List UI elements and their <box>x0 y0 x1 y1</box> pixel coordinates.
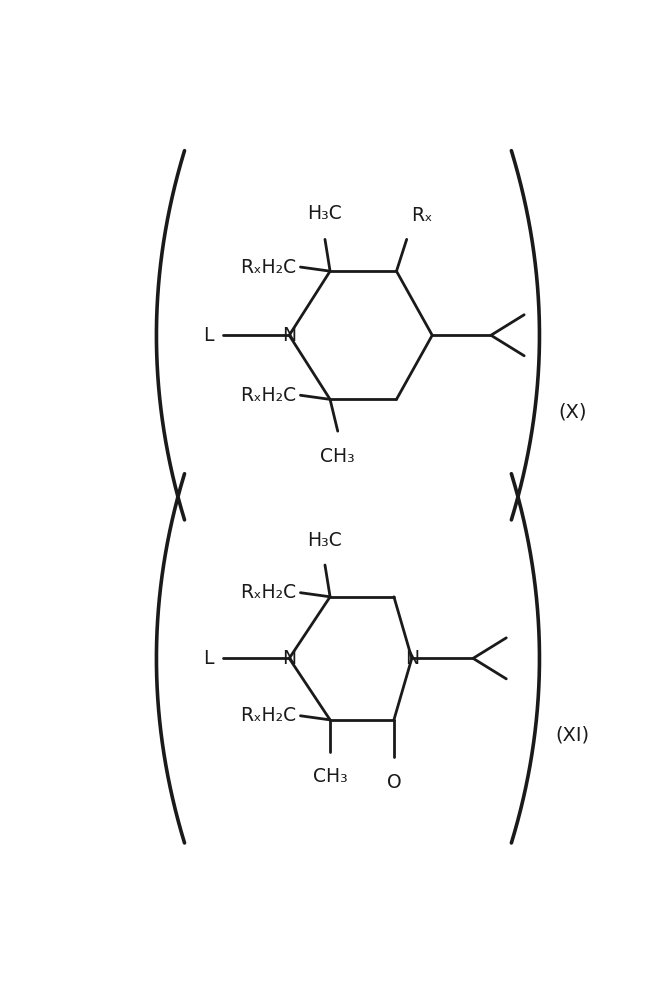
Text: RₓH₂C: RₓH₂C <box>241 386 297 405</box>
Text: L: L <box>203 648 214 668</box>
Text: (XI): (XI) <box>556 725 590 745</box>
Text: L: L <box>203 326 214 345</box>
Text: RₓH₂C: RₓH₂C <box>241 258 297 277</box>
Text: RₓH₂C: RₓH₂C <box>241 706 297 725</box>
Text: N: N <box>282 326 297 345</box>
Text: CH₃: CH₃ <box>320 447 355 466</box>
Text: (X): (X) <box>558 403 587 422</box>
Text: H₃C: H₃C <box>308 204 342 223</box>
Text: N: N <box>405 648 419 668</box>
Text: Rₓ: Rₓ <box>411 206 432 225</box>
Text: RₓH₂C: RₓH₂C <box>241 583 297 602</box>
Text: H₃C: H₃C <box>308 530 342 549</box>
Text: O: O <box>387 773 401 792</box>
Text: CH₃: CH₃ <box>313 767 347 786</box>
Text: N: N <box>282 648 297 668</box>
